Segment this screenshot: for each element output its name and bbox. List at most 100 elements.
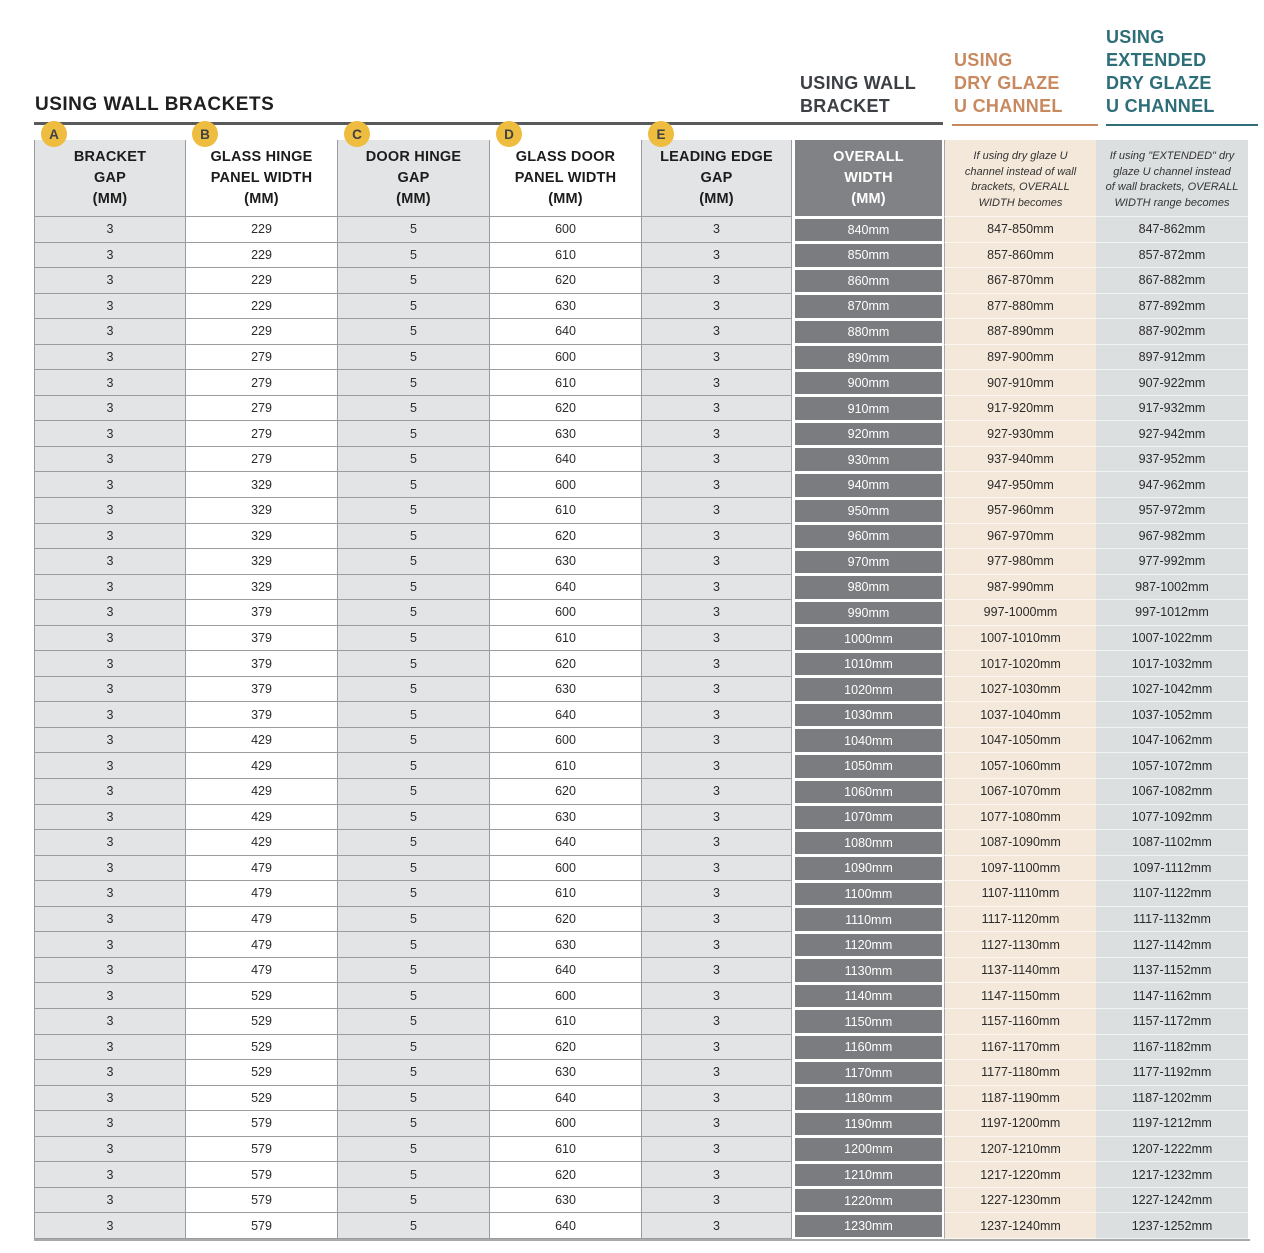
table-cell: 5 [337,1034,489,1061]
table-cell-overall-width: 920mm [792,421,944,447]
table-cell-extended: 1217-1232mm [1096,1162,1248,1188]
table-cell-extended: 1047-1062mm [1096,727,1248,754]
table-cell: 3 [34,370,185,396]
table-cell: 5 [337,268,489,294]
table-cell-overall-width: 1040mm [792,727,944,754]
table-cell-overall-width: 1080mm [792,830,944,856]
overall-width-value: 1010mm [795,652,942,676]
table-cell: 3 [34,625,185,652]
table-cell: 5 [337,804,489,831]
table-cell: 3 [34,472,185,499]
table-cell: 429 [185,727,337,754]
table-cell: 3 [641,855,792,882]
table-cell: 600 [489,855,641,882]
table-cell: 3 [34,1008,185,1035]
table-row: 3 429 5 610 3 1050mm 1057-1060mm 1057-1072mm [34,753,1248,780]
table-cell: 329 [185,472,337,499]
table-cell-dry-glaze: 1147-1150mm [944,983,1096,1009]
table-cell-dry-glaze: 927-930mm [944,421,1096,447]
table-cell-overall-width: 960mm [792,523,944,550]
overall-width-value: 860mm [795,269,942,293]
table-cell: 3 [34,421,185,447]
table-cell: 5 [337,932,489,958]
table-cell: 479 [185,932,337,958]
table-cell: 5 [337,344,489,371]
table-cell-extended: 1147-1162mm [1096,983,1248,1009]
table-cell: 5 [337,1111,489,1137]
table-cell: 3 [641,625,792,652]
table-cell: 620 [489,1162,641,1188]
table-cell-extended: 1237-1252mm [1096,1213,1248,1239]
table-cell: 640 [489,1085,641,1112]
table-row: 3 329 5 610 3 950mm 957-960mm 957-972mm [34,498,1248,524]
table-cell: 279 [185,395,337,422]
table-cell: 3 [641,574,792,601]
table-cell-extended: 1017-1032mm [1096,651,1248,677]
table-cell-overall-width: 1200mm [792,1136,944,1163]
column-badge-c: C [344,121,370,147]
table-row: 3 529 5 600 3 1140mm 1147-1150mm 1147-1162mm [34,983,1248,1009]
table-cell: 5 [337,727,489,754]
table-cell: 3 [34,319,185,345]
table-cell-overall-width: 1130mm [792,957,944,984]
table-cell: 620 [489,651,641,677]
table-cell: 3 [34,932,185,958]
table-cell: 229 [185,319,337,345]
section-header-wall-bracket: USING WALL BRACKET [800,73,916,116]
table-row: 3 279 5 620 3 910mm 917-920mm 917-932mm [34,395,1248,422]
overall-width-value: 1110mm [795,908,942,931]
table-cell: 630 [489,932,641,958]
table-cell: 5 [337,421,489,447]
column-badge-d: D [496,121,522,147]
table-cell-extended: 857-872mm [1096,242,1248,269]
table-cell-dry-glaze: 1167-1170mm [944,1034,1096,1061]
table-cell: 3 [641,1060,792,1086]
table-cell-dry-glaze: 1117-1120mm [944,906,1096,933]
table-cell: 3 [641,1008,792,1035]
table-cell: 630 [489,1187,641,1214]
table-cell: 529 [185,1085,337,1112]
table-row: 3 229 5 640 3 880mm 887-890mm 887-902mm [34,319,1248,345]
table-cell: 5 [337,523,489,550]
overall-width-value: 890mm [795,346,942,369]
table-cell: 379 [185,600,337,626]
table-cell: 3 [641,421,792,447]
table-cell: 630 [489,1060,641,1086]
overall-width-value: 1150mm [795,1010,942,1033]
table-cell-dry-glaze: 1227-1230mm [944,1187,1096,1214]
table-cell-dry-glaze: 1237-1240mm [944,1213,1096,1239]
table-cell: 5 [337,1008,489,1035]
table-cell-extended: 1177-1192mm [1096,1060,1248,1086]
table-cell: 5 [337,1213,489,1239]
table-cell: 3 [641,446,792,473]
table-cell-dry-glaze: 1077-1080mm [944,804,1096,831]
table-row: 3 279 5 600 3 890mm 897-900mm 897-912mm [34,344,1248,371]
overall-width-value: 1220mm [795,1189,942,1212]
table-cell-extended: 1157-1172mm [1096,1008,1248,1035]
table-cell: 3 [641,600,792,626]
overall-width-value: 980mm [795,576,942,599]
table-cell: 3 [34,549,185,575]
table-row: 3 379 5 610 3 1000mm 1007-1010mm 1007-1022mm [34,625,1248,652]
table-cell: 3 [34,855,185,882]
table-cell-extended: 897-912mm [1096,344,1248,371]
table-cell: 3 [34,523,185,550]
table-body: 3 229 5 600 3 840mm 847-850mm 847-862mm 3 229 5 610… [34,217,1248,1239]
overall-width-value: 940mm [795,473,942,497]
overall-width-value: 920mm [795,422,942,446]
table-row: 3 479 5 600 3 1090mm 1097-1100mm 1097-1112mm [34,855,1248,882]
table-cell: 3 [641,932,792,958]
overall-width-value: 1210mm [795,1163,942,1187]
overall-width-value: 910mm [795,397,942,420]
table-row: 3 479 5 620 3 1110mm 1117-1120mm 1117-1132mm [34,906,1248,933]
table-cell-overall-width: 1170mm [792,1060,944,1086]
table-cell: 3 [34,830,185,856]
overall-width-value: 950mm [795,499,942,523]
table-cell: 279 [185,344,337,371]
table-cell: 479 [185,855,337,882]
table-cell: 5 [337,906,489,933]
table-cell-dry-glaze: 917-920mm [944,395,1096,422]
table-cell: 329 [185,549,337,575]
table-cell: 5 [337,370,489,396]
overall-width-value: 880mm [795,320,942,344]
